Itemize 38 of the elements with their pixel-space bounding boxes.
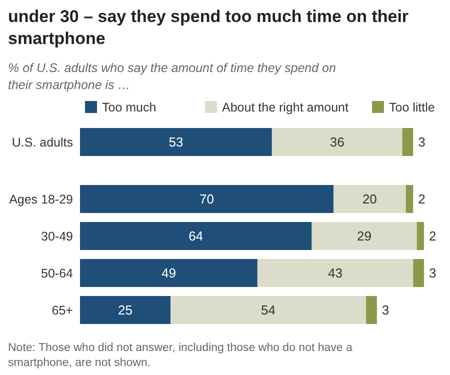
legend-label: Too much: [102, 100, 156, 114]
bar: [366, 296, 377, 324]
data-label: 43: [328, 266, 343, 280]
chart-subtitle: % of U.S. adults who say the amount of time they spend on their smartphone is …: [8, 61, 336, 92]
bar: [333, 185, 406, 213]
bar: [80, 259, 258, 287]
bar: [80, 185, 334, 213]
y-tick-label: 65+: [52, 304, 73, 318]
data-label: 70: [200, 192, 214, 206]
data-label: 2: [418, 192, 426, 206]
bar: [80, 296, 171, 324]
legend-label: Too little: [389, 100, 435, 114]
legend-label: About the right amount: [222, 100, 349, 114]
bar: [257, 259, 414, 287]
data-label: 25: [118, 302, 132, 318]
bar: [312, 222, 417, 250]
data-label: 3: [418, 134, 426, 150]
text: Note: Those who did not answer, including those who do not have a smartphone, are not shown.: [8, 342, 353, 369]
data-label: 3: [429, 266, 436, 280]
bar: [80, 222, 312, 250]
y-tick-label: U.S. adults: [12, 136, 73, 150]
chart-title: under 30 – say they spend too much time on their smartphone: [8, 7, 409, 48]
data-label: 64: [188, 228, 204, 244]
data-label: 49: [161, 266, 176, 280]
y-tick-label: 30-49: [41, 230, 74, 244]
data-label: 36: [330, 134, 344, 150]
bar: [413, 259, 424, 287]
bar: [170, 296, 366, 324]
data-label: 3: [382, 302, 390, 318]
data-label: 54: [261, 302, 276, 318]
data-label: 29: [357, 228, 372, 244]
bar: [406, 185, 414, 213]
y-tick-label: 50-64: [41, 266, 74, 280]
data-label: 2: [429, 228, 436, 244]
y-tick-label: Ages 18-29: [9, 192, 74, 206]
data-label: 20: [362, 192, 377, 206]
bar: [416, 222, 424, 250]
data-label: 53: [168, 134, 184, 150]
